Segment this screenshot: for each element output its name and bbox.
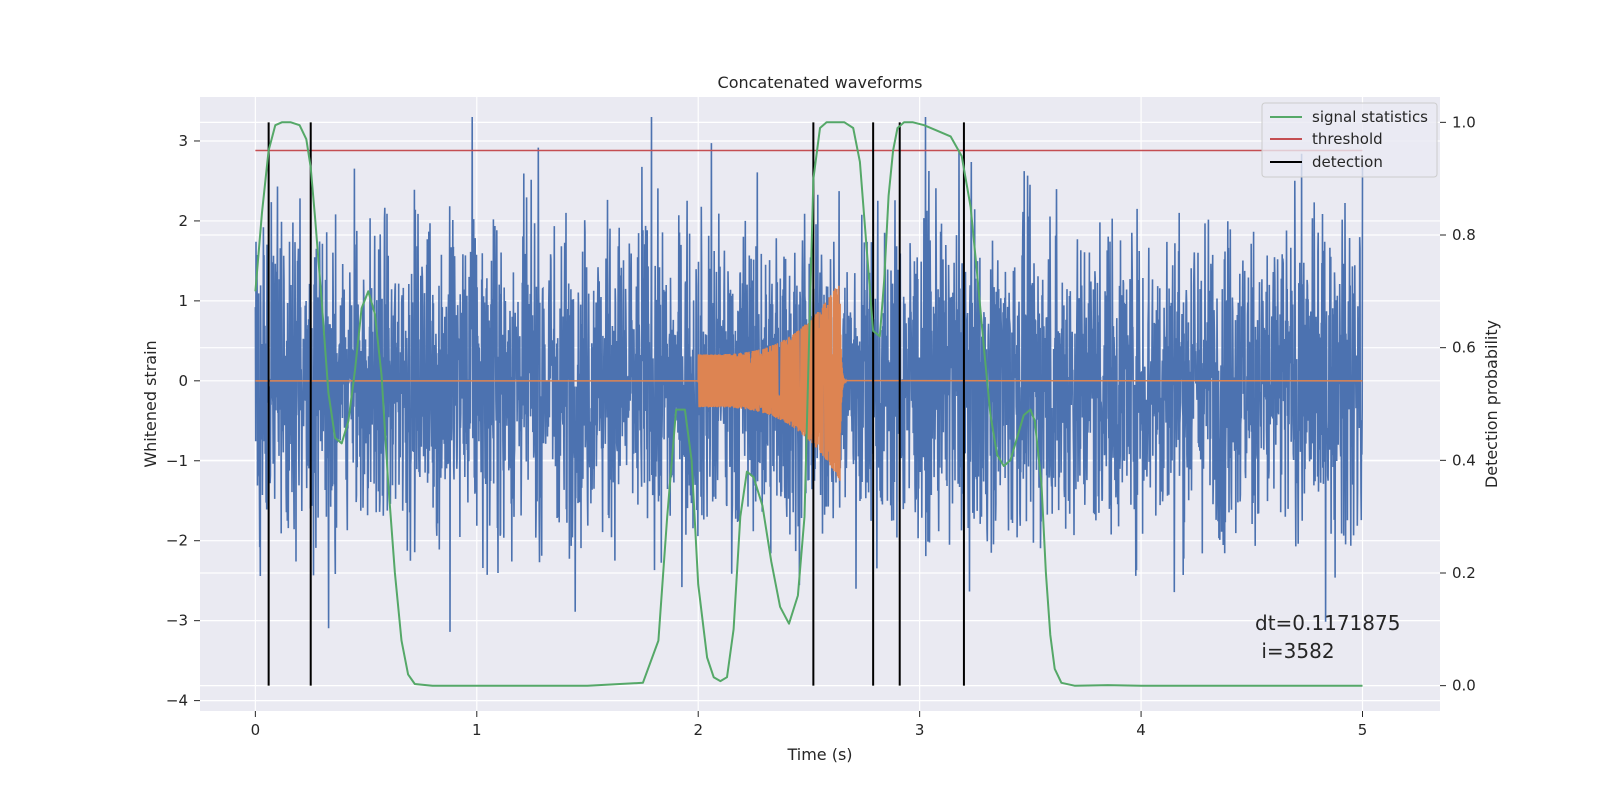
y-tick-label: −3: [166, 612, 188, 630]
y-tick-label: 1: [178, 292, 188, 310]
chart-title: Concatenated waveforms: [718, 73, 923, 92]
x-tick-label: 5: [1358, 721, 1368, 739]
y-axis-label: Whitened strain: [141, 340, 160, 467]
x-axis-label: Time (s): [786, 745, 852, 764]
legend-label-threshold: threshold: [1312, 130, 1383, 148]
y2-tick-label: 0.6: [1452, 339, 1476, 357]
waveform-series: [255, 285, 1363, 481]
signal-statistics-line: [254, 121, 1363, 687]
y-tick-label: 2: [178, 212, 188, 230]
series-layer: [254, 116, 1364, 687]
x-tick-label: 4: [1136, 721, 1146, 739]
y-tick-label: 0: [178, 372, 188, 390]
y-tick-label: 3: [178, 132, 188, 150]
y-tick-label: −2: [166, 532, 188, 550]
x-tick-label: 3: [915, 721, 925, 739]
legend-label-detection: detection: [1312, 153, 1383, 171]
y2-axis-label: Detection probability: [1482, 320, 1501, 488]
y2-tick-label: 0.4: [1452, 451, 1476, 469]
annotation-i: i=3582: [1255, 639, 1335, 663]
y-tick-label: −4: [166, 692, 188, 710]
y2-tick-label: 0.0: [1452, 677, 1476, 695]
legend-box: [1261, 102, 1438, 178]
legend-label-signal-statistics: signal statistics: [1312, 108, 1428, 126]
y-tick-label: −1: [166, 452, 188, 470]
strain-series: [254, 116, 1364, 632]
annotation-dt: dt=0.1171875: [1255, 611, 1400, 635]
y2-tick-label: 0.2: [1452, 564, 1476, 582]
x-tick-label: 1: [472, 721, 482, 739]
legend: signal statistics threshold detection: [1261, 102, 1438, 178]
x-tick-label: 0: [251, 721, 261, 739]
axes: 0 1 2 3 4 5 −4 −3 −2 −1 0 1 2 3 0.0 0.2 0.4 0.6 0.8 1.0: [166, 113, 1476, 739]
y2-tick-label: 0.8: [1452, 226, 1476, 244]
y2-tick-label: 1.0: [1452, 113, 1476, 131]
x-tick-label: 2: [693, 721, 703, 739]
